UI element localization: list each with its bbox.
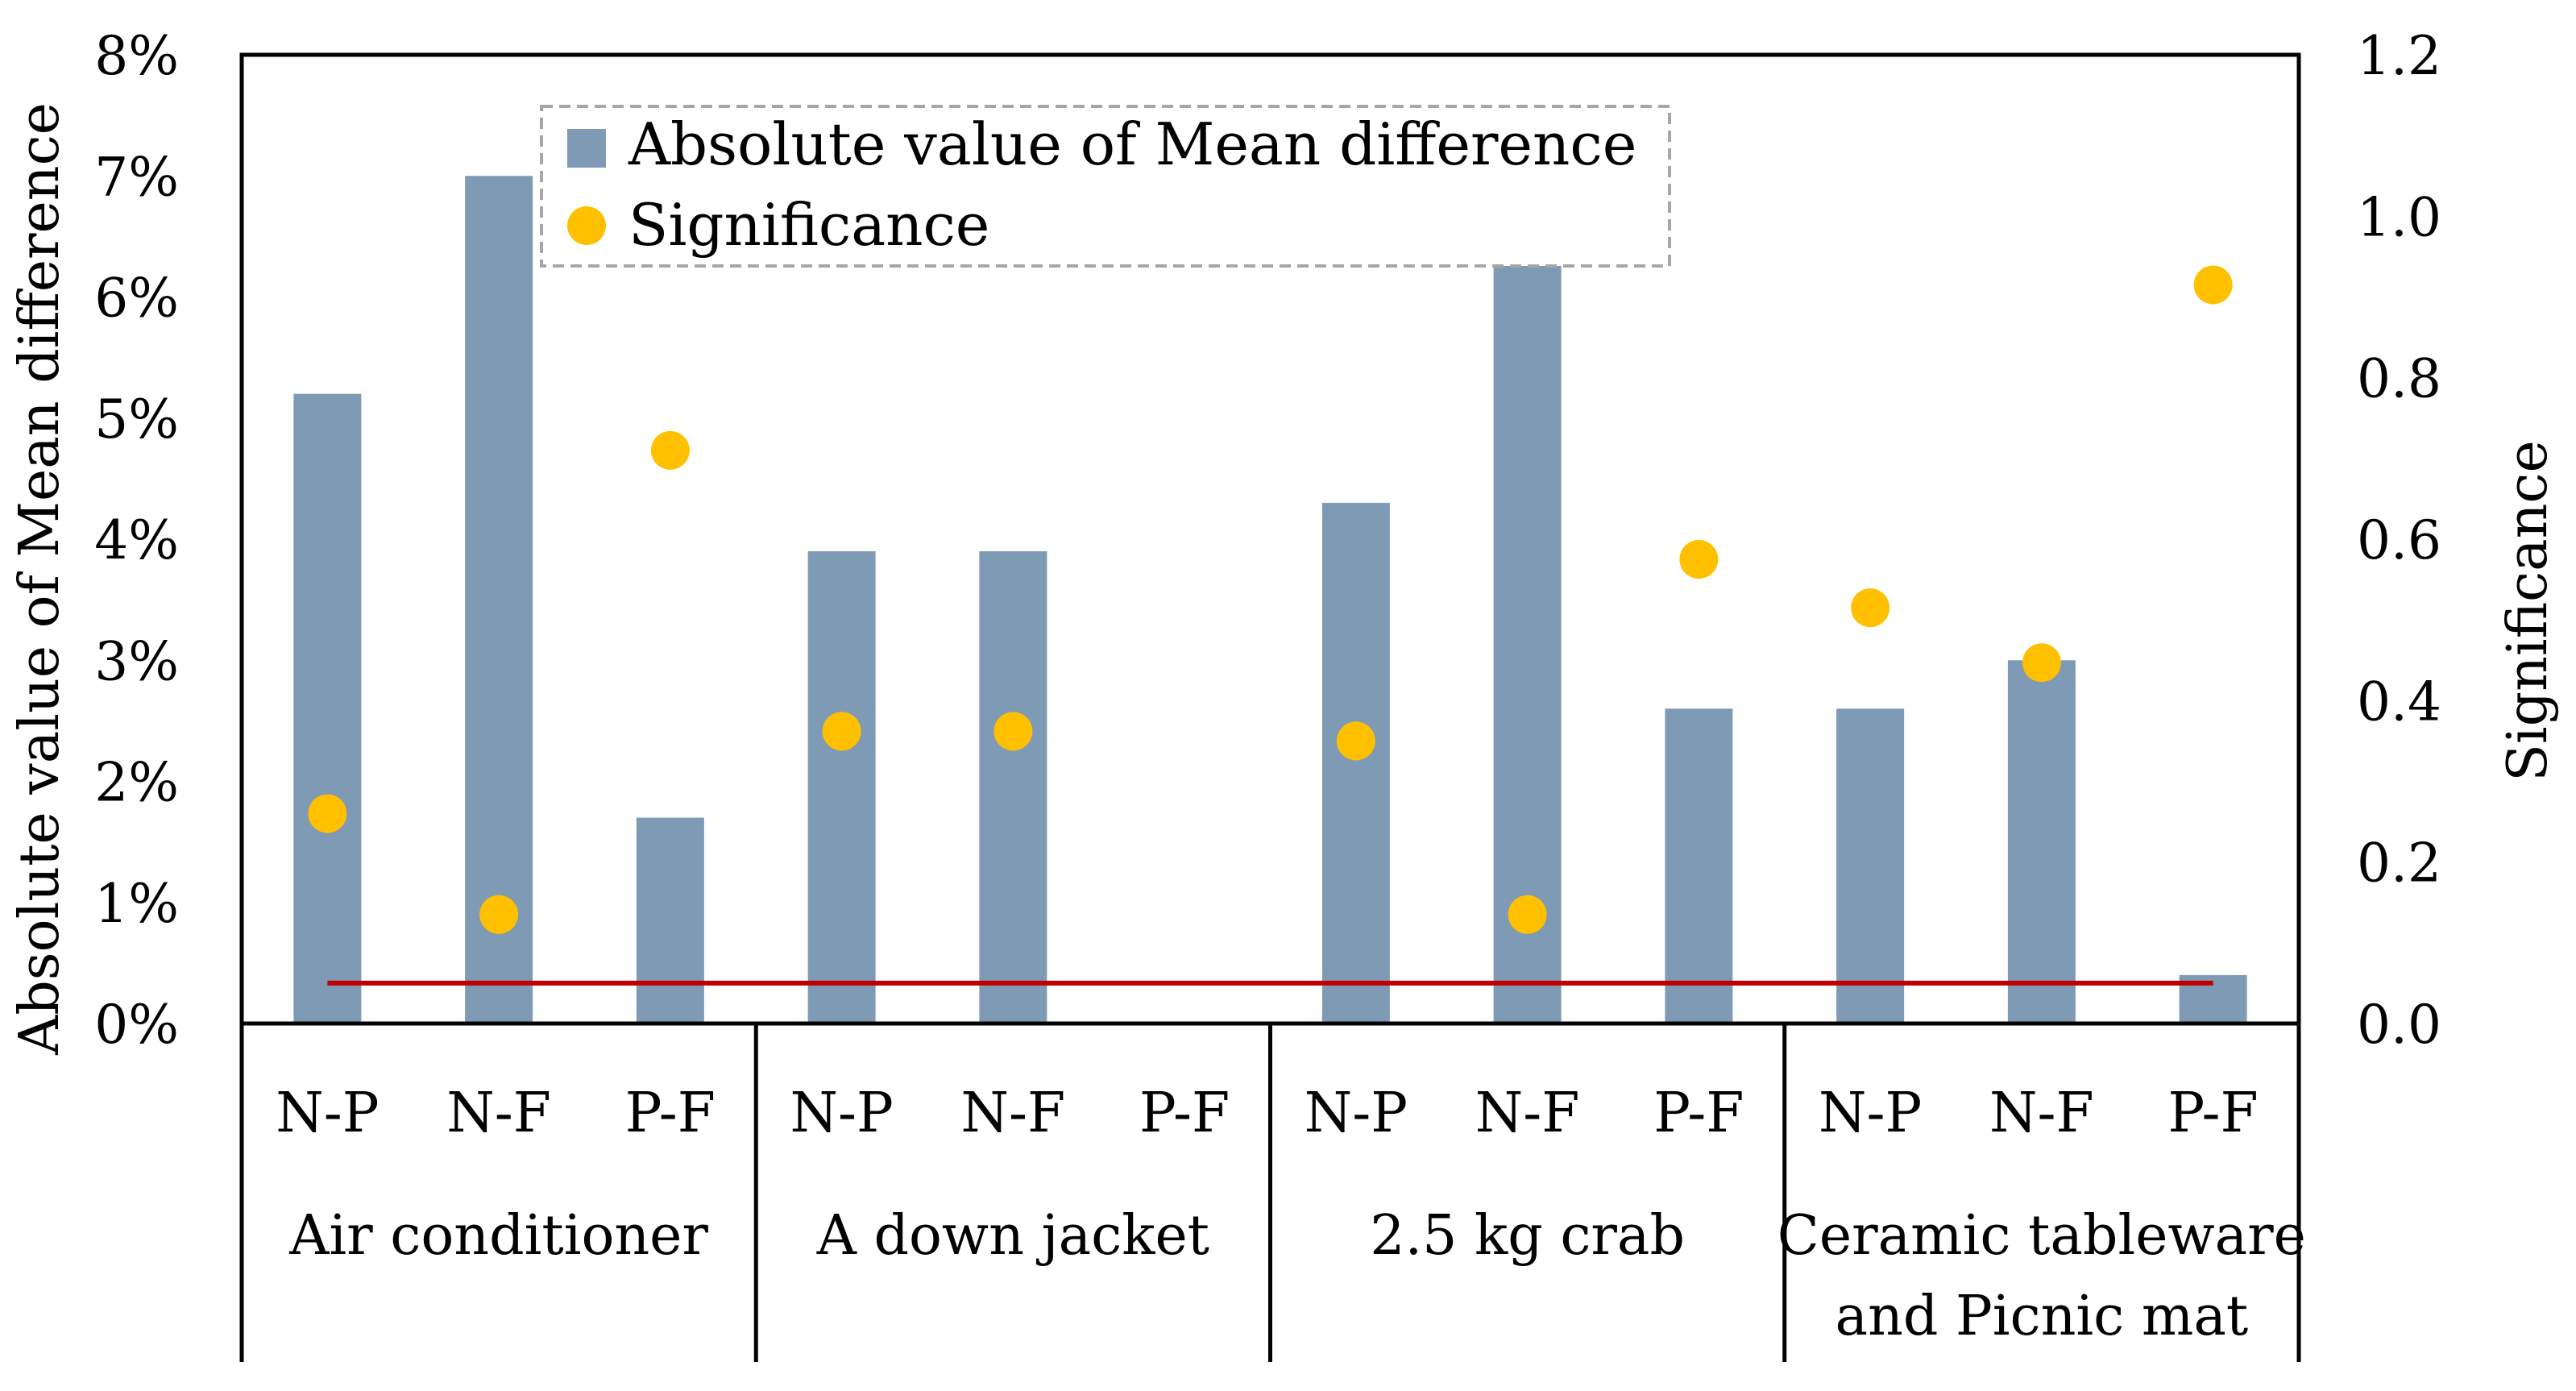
bar [1836,708,1905,1024]
y-tick-label-left: 5% [94,388,179,451]
bar [1321,502,1390,1024]
legend-bar-label: Absolute value of Mean difference [628,110,1636,178]
right-axis: 0.0 0.2 0.4 0.6 0.8 1.0 1.2 [2357,25,2441,1056]
bar [1665,708,1733,1024]
significance-point [650,430,690,470]
legend-significance-label: Significance [628,191,989,259]
y-tick-label-right: 1.0 [2357,186,2441,248]
y-tick-label-left: 0% [94,994,179,1056]
y-tick-label-left: 8% [94,25,179,87]
bar [293,393,362,1024]
y-tick-label-right: 0.8 [2357,348,2441,410]
bar-series [293,176,2247,1024]
legend-significance-swatch [567,206,606,245]
group-label: Ceramic tableware [1777,1204,2306,1268]
bar [979,551,1047,1024]
significance-series [308,197,2233,934]
x-tick-label: N-P [276,1082,379,1145]
y-tick-label-left: 6% [94,268,179,330]
significance-point [822,712,861,751]
x-tick-label: P-F [1139,1082,1230,1145]
y-tick-label-left: 2% [94,752,179,814]
x-tick-label: N-F [1989,1082,2094,1145]
significance-point [2193,265,2233,305]
y-axis-title-right: Significance [2496,440,2560,782]
group-label: 2.5 kg crab [1370,1204,1685,1268]
y-tick-label-right: 0.4 [2357,671,2441,733]
x-tick-label: N-F [446,1082,551,1145]
y-tick-label-right: 0.0 [2357,994,2441,1056]
significance-point [308,794,347,833]
bar [465,176,533,1024]
y-tick-label-right: 1.2 [2357,25,2441,87]
y-axis-title-left: Absolute value of Mean difference [8,102,72,1056]
x-tick-label: N-P [1305,1082,1408,1145]
y-tick-label-left: 4% [94,509,179,571]
y-tick-label-left: 3% [94,630,179,692]
y-tick-label-right: 0.2 [2357,833,2441,895]
group-label: A down jacket [816,1204,1209,1268]
x-tick-label: P-F [2168,1082,2259,1145]
bar [2007,660,2076,1024]
y-tick-label-right: 0.6 [2357,509,2441,571]
x-tick-label: P-F [625,1082,716,1145]
legend: Absolute value of Mean difference Signif… [540,105,1671,268]
bar [807,551,876,1024]
left-axis: 0% 1% 2% 3% 4% 5% 6% 7% 8% [94,25,179,1056]
y-tick-label-left: 7% [94,146,179,208]
legend-bar-swatch [567,129,606,168]
x-tick-label: N-P [790,1082,894,1145]
significance-point [1851,588,1890,628]
x-tick-label: P-F [1653,1082,1744,1145]
significance-point [993,712,1033,751]
y-tick-label-left: 1% [94,873,179,935]
bar [636,817,704,1024]
significance-point [1336,721,1375,761]
significance-point [1508,895,1547,934]
x-tick-label: N-P [1819,1082,1922,1145]
group-label: and Picnic mat [1836,1285,2249,1348]
significance-point [479,895,519,934]
x-tick-label: N-F [1475,1082,1580,1145]
bar [1493,176,1562,1024]
x-axis-categories: N-P N-F P-F N-P N-F P-F N-P N-F P-F N-P N-F P-F Air … [239,1024,2306,1362]
legend-box [540,105,1671,268]
x-tick-label: N-F [961,1082,1066,1145]
group-label: Air conditioner [288,1204,708,1268]
significance-point [1679,540,1719,579]
significance-point [2022,643,2061,683]
